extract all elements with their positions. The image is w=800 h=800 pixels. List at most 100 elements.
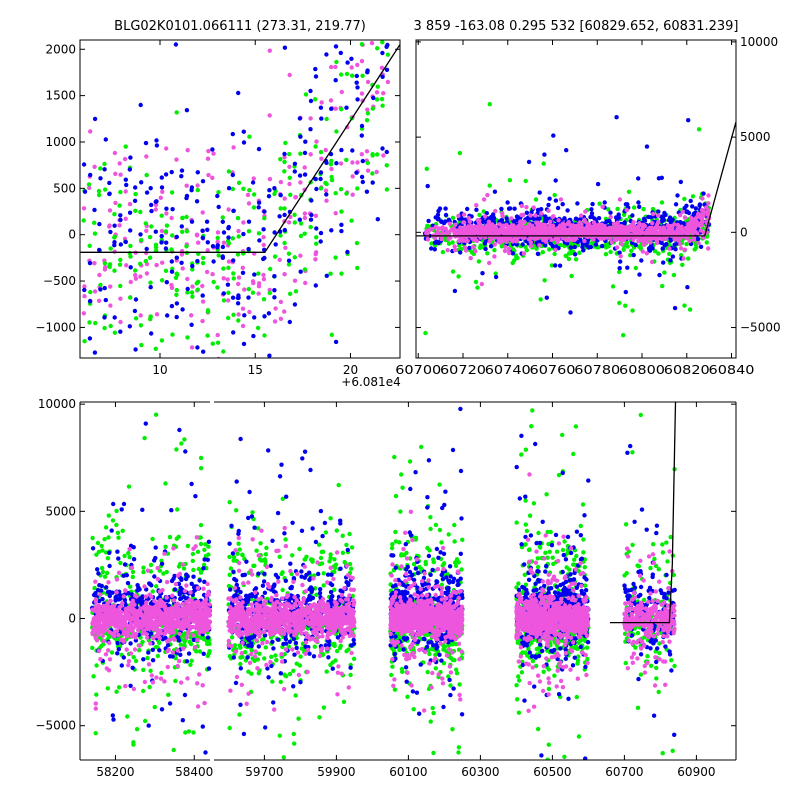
magenta-point xyxy=(379,65,385,71)
magenta-point xyxy=(157,613,162,618)
blue-point xyxy=(302,150,308,156)
magenta-point xyxy=(530,223,535,229)
magenta-point xyxy=(103,652,109,657)
x-tick-label: 15 xyxy=(248,363,263,377)
magenta-point xyxy=(128,279,133,285)
blue-point xyxy=(360,179,365,185)
green-point xyxy=(215,340,221,345)
magenta-point xyxy=(470,244,476,250)
green-point xyxy=(112,212,117,217)
magenta-point xyxy=(680,209,685,214)
green-point xyxy=(610,284,616,289)
blue-point xyxy=(106,589,111,595)
magenta-point xyxy=(154,262,159,268)
green-point xyxy=(205,653,210,659)
magenta-point xyxy=(512,235,518,241)
magenta-point xyxy=(487,260,492,266)
green-point xyxy=(704,240,709,245)
magenta-point xyxy=(88,129,93,134)
green-point xyxy=(499,244,504,249)
green-point xyxy=(148,562,154,568)
blue-point xyxy=(148,601,154,606)
blue-point xyxy=(297,116,303,121)
magenta-point xyxy=(206,148,211,154)
blue-point xyxy=(138,102,143,108)
green-point xyxy=(370,171,375,176)
magenta-point xyxy=(149,594,154,599)
top-left-points xyxy=(81,40,391,358)
magenta-point xyxy=(138,274,143,279)
green-point xyxy=(96,192,102,198)
magenta-point xyxy=(607,234,613,239)
magenta-point xyxy=(522,219,527,224)
green-point xyxy=(477,212,482,218)
magenta-point xyxy=(542,222,548,228)
magenta-point xyxy=(181,612,186,617)
green-point xyxy=(114,522,119,528)
green-point xyxy=(292,212,297,217)
green-point xyxy=(197,649,203,654)
magenta-point xyxy=(282,309,287,314)
green-point xyxy=(339,107,344,112)
magenta-point xyxy=(109,622,115,627)
magenta-point xyxy=(484,225,489,230)
magenta-point xyxy=(165,664,170,670)
blue-point xyxy=(150,658,156,663)
magenta-point xyxy=(206,172,211,178)
blue-point xyxy=(441,220,447,226)
green-point xyxy=(102,261,108,266)
magenta-point xyxy=(329,166,334,172)
magenta-point xyxy=(169,215,174,221)
blue-point xyxy=(90,546,96,551)
green-point xyxy=(126,550,131,556)
magenta-point xyxy=(90,621,95,626)
green-point xyxy=(169,190,175,195)
green-point xyxy=(446,241,452,246)
blue-point xyxy=(370,180,375,185)
blue-point xyxy=(153,199,158,204)
magenta-point xyxy=(156,605,161,610)
blue-point xyxy=(314,226,319,231)
magenta-point xyxy=(507,250,512,256)
green-point xyxy=(354,240,360,246)
magenta-point xyxy=(185,276,190,282)
magenta-point xyxy=(694,215,700,220)
blue-point xyxy=(128,228,133,233)
blue-point xyxy=(437,206,443,211)
green-point xyxy=(127,555,132,560)
blue-point xyxy=(292,302,298,307)
blue-point xyxy=(555,205,561,211)
blue-point xyxy=(148,186,153,191)
green-point xyxy=(621,247,626,252)
blue-point xyxy=(110,713,116,718)
green-point xyxy=(148,280,153,285)
magenta-point xyxy=(156,601,162,606)
blue-point xyxy=(329,106,334,112)
blue-point xyxy=(261,227,266,232)
blue-point xyxy=(102,285,107,291)
magenta-point xyxy=(506,224,512,230)
blue-point xyxy=(121,573,127,578)
magenta-point xyxy=(648,240,653,245)
green-point xyxy=(102,161,107,167)
blue-point xyxy=(458,250,463,255)
green-point xyxy=(170,233,175,238)
blue-point xyxy=(169,578,175,584)
blue-point xyxy=(185,286,190,292)
green-point xyxy=(164,569,169,575)
magenta-point xyxy=(381,91,386,96)
bottom-panel: 58200 58400 59700 59900 60100 60300 60500 60700… xyxy=(35,397,737,779)
magenta-point xyxy=(636,238,641,244)
green-point xyxy=(188,641,194,647)
magenta-point xyxy=(162,679,167,684)
magenta-point xyxy=(81,206,87,211)
blue-point xyxy=(146,650,151,655)
blue-point xyxy=(184,659,190,664)
blue-point xyxy=(617,266,622,271)
magenta-point xyxy=(177,631,182,636)
green-point xyxy=(328,271,333,276)
green-point xyxy=(125,714,130,719)
blue-point xyxy=(231,258,236,263)
magenta-point xyxy=(117,161,122,166)
green-point xyxy=(333,255,338,260)
